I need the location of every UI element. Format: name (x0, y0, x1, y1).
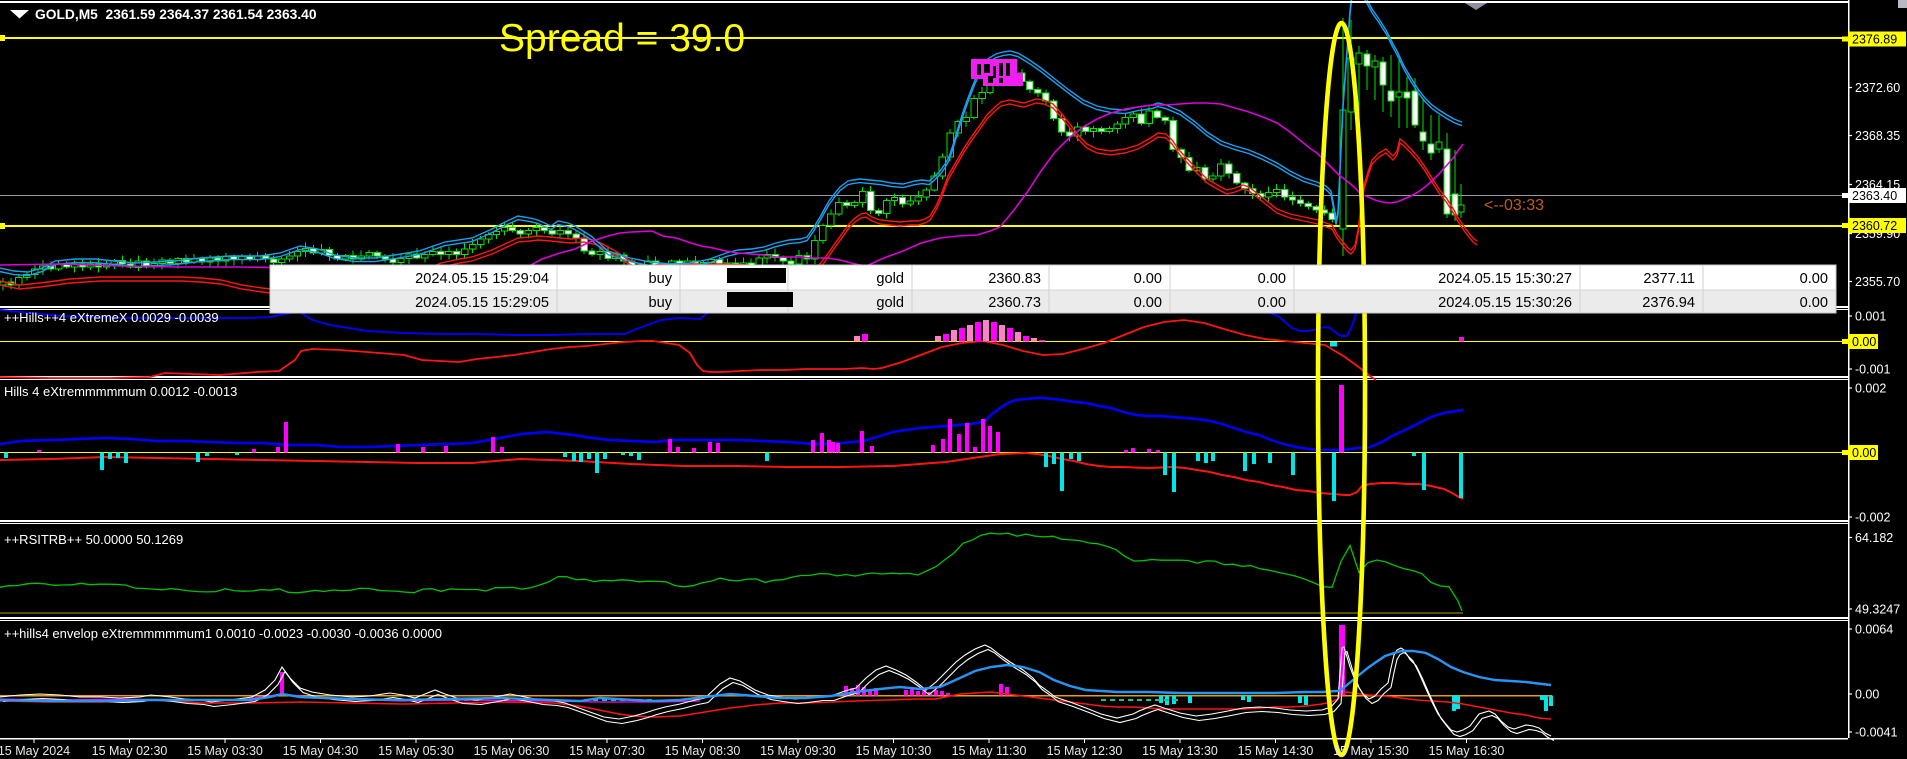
svg-text:2360.72: 2360.72 (1852, 219, 1897, 233)
svg-text:64.182: 64.182 (1855, 531, 1893, 545)
svg-text:0.00: 0.00 (1800, 295, 1828, 311)
svg-text:2024.05.15 15:29:04: 2024.05.15 15:29:04 (415, 271, 549, 287)
svg-text:-0.001: -0.001 (1855, 363, 1890, 377)
svg-text:15 May 06:30: 15 May 06:30 (474, 744, 550, 758)
svg-text:15 May 2024: 15 May 2024 (0, 744, 70, 758)
svg-text:2377.11: 2377.11 (1643, 271, 1695, 287)
svg-text:gold: gold (876, 271, 904, 287)
svg-text:15 May 10:30: 15 May 10:30 (856, 744, 932, 758)
svg-text:15 May 08:30: 15 May 08:30 (665, 744, 741, 758)
svg-text:15 May 05:30: 15 May 05:30 (378, 744, 454, 758)
svg-text:0.00: 0.00 (1855, 688, 1879, 702)
svg-text:0.00: 0.00 (1134, 271, 1162, 287)
svg-text:-0.0041: -0.0041 (1855, 726, 1897, 740)
svg-text:++RSITRB++ 50.0000 50.1269: ++RSITRB++ 50.0000 50.1269 (4, 532, 183, 547)
svg-text:15 May 14:30: 15 May 14:30 (1238, 744, 1314, 758)
svg-text:15 May 07:30: 15 May 07:30 (569, 744, 645, 758)
svg-text:2372.60: 2372.60 (1855, 81, 1900, 95)
svg-text:2376.94: 2376.94 (1642, 295, 1695, 311)
svg-text:2376.89: 2376.89 (1852, 33, 1897, 47)
svg-text:buy: buy (648, 295, 672, 311)
svg-text:15 May 04:30: 15 May 04:30 (283, 744, 359, 758)
svg-text:0.001: 0.001 (1855, 310, 1886, 324)
svg-text:15 May 02:30: 15 May 02:30 (92, 744, 168, 758)
svg-text:2363.40: 2363.40 (1852, 189, 1897, 203)
svg-text:0.002: 0.002 (1855, 382, 1886, 396)
svg-text:gold: gold (876, 295, 904, 311)
svg-text:2355.70: 2355.70 (1855, 275, 1900, 289)
svg-text:15 May 03:30: 15 May 03:30 (187, 744, 263, 758)
svg-text:15 May 09:30: 15 May 09:30 (760, 744, 836, 758)
svg-text:15 May 11:30: 15 May 11:30 (952, 744, 1027, 758)
svg-text:15 May 16:30: 15 May 16:30 (1429, 744, 1505, 758)
svg-text:++hills4 envelop eXtremmmmmum1: ++hills4 envelop eXtremmmmmum1 0.0010 -0… (4, 626, 442, 641)
svg-text:Spread = 39.0: Spread = 39.0 (499, 17, 745, 60)
svg-text:2360.73: 2360.73 (988, 295, 1041, 311)
svg-text:2024.05.15 15:30:27: 2024.05.15 15:30:27 (1438, 271, 1572, 287)
svg-text:0.00: 0.00 (1258, 271, 1286, 287)
svg-text:Hills 4 eXtremmmmmum 0.0012 -0: Hills 4 eXtremmmmmum 0.0012 -0.0013 (4, 384, 237, 399)
svg-text:0.0064: 0.0064 (1855, 623, 1893, 637)
svg-text:0.00: 0.00 (1852, 446, 1876, 460)
svg-text:-0.002: -0.002 (1855, 511, 1890, 525)
svg-text:2360.83: 2360.83 (988, 271, 1041, 287)
svg-text:15 May 12:30: 15 May 12:30 (1047, 744, 1123, 758)
svg-text:0.00: 0.00 (1258, 295, 1286, 311)
svg-text:49.3247: 49.3247 (1855, 603, 1900, 617)
svg-text:<--03:33: <--03:33 (1484, 197, 1544, 214)
svg-text:2024.05.15 15:29:05: 2024.05.15 15:29:05 (415, 295, 549, 311)
svg-text:buy: buy (648, 271, 672, 287)
svg-text:2024.05.15 15:30:26: 2024.05.15 15:30:26 (1438, 295, 1572, 311)
svg-text:15 May 13:30: 15 May 13:30 (1142, 744, 1218, 758)
svg-text:GOLD,M5 2361.59 2364.37 2361.: GOLD,M5 2361.59 2364.37 2361.54 2363.40 (35, 7, 317, 22)
svg-text:2368.35: 2368.35 (1855, 129, 1900, 143)
svg-text:0.00: 0.00 (1800, 271, 1828, 287)
svg-text:0.00: 0.00 (1852, 335, 1876, 349)
svg-text:15 May 15:30: 15 May 15:30 (1333, 744, 1409, 758)
svg-text:++Hills++4 eXtremeX 0.0029 -0.: ++Hills++4 eXtremeX 0.0029 -0.0039 (4, 310, 219, 325)
svg-text:0.00: 0.00 (1134, 295, 1162, 311)
